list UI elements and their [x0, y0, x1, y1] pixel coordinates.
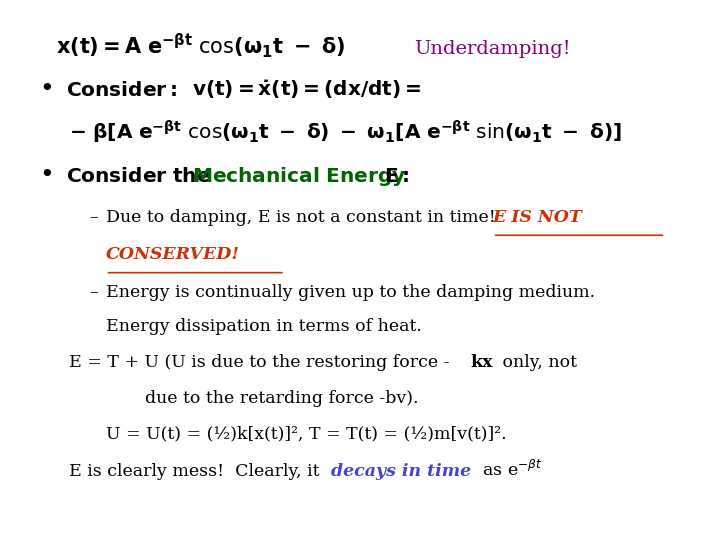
Text: $\mathbf{E:}$: $\mathbf{E:}$: [384, 167, 410, 186]
Text: $\mathbf{Consider\ the\ }$: $\mathbf{Consider\ the\ }$: [66, 167, 211, 186]
Text: as e$^{-\beta t}$: as e$^{-\beta t}$: [477, 459, 544, 480]
Text: $\mathbf{-\ \beta[A\ e^{-\beta t}\ \cos(\omega_1 t\ -\ \delta)\ -\ \omega_1[A\ e: $\mathbf{-\ \beta[A\ e^{-\beta t}\ \cos(…: [69, 118, 622, 146]
Text: –: –: [89, 284, 98, 301]
Text: decays in time: decays in time: [331, 463, 472, 480]
Text: •: •: [40, 78, 54, 102]
Text: E IS NOT: E IS NOT: [492, 209, 582, 226]
Text: due to the retarding force -bv).: due to the retarding force -bv).: [145, 389, 419, 407]
Text: U = U(t) = (½)k[x(t)]², T = T(t) = (½)m[v(t)]².: U = U(t) = (½)k[x(t)]², T = T(t) = (½)m[…: [106, 426, 506, 442]
Text: Due to damping, E is not a constant in time!: Due to damping, E is not a constant in t…: [106, 209, 501, 226]
Text: $\mathbf{Consider:}$: $\mathbf{Consider:}$: [66, 82, 177, 100]
Text: CONSERVED!: CONSERVED!: [106, 246, 240, 264]
Text: –: –: [89, 209, 98, 226]
Text: •: •: [40, 164, 54, 187]
Text: Energy dissipation in terms of heat.: Energy dissipation in terms of heat.: [106, 319, 421, 335]
Text: E = T + U (U is due to the restoring force -: E = T + U (U is due to the restoring for…: [69, 354, 450, 372]
Text: only, not: only, not: [498, 354, 577, 372]
Text: E is clearly mess!  Clearly, it: E is clearly mess! Clearly, it: [69, 463, 325, 480]
Text: Energy is continually given up to the damping medium.: Energy is continually given up to the da…: [106, 284, 595, 301]
Text: kx: kx: [471, 354, 493, 372]
Text: Underdamping!: Underdamping!: [414, 39, 571, 58]
Text: $\mathbf{x(t) = A\ e^{-\beta t}\ \cos(\omega_1 t\ -\ \delta)}$: $\mathbf{x(t) = A\ e^{-\beta t}\ \cos(\o…: [56, 31, 346, 60]
Text: $\mathbf{Mechanical\ Energy}$: $\mathbf{Mechanical\ Energy}$: [192, 165, 407, 188]
Text: $\mathbf{v(t) = \dot{x}(t) = (dx/dt) =}$: $\mathbf{v(t) = \dot{x}(t) = (dx/dt) =}$: [192, 78, 421, 102]
